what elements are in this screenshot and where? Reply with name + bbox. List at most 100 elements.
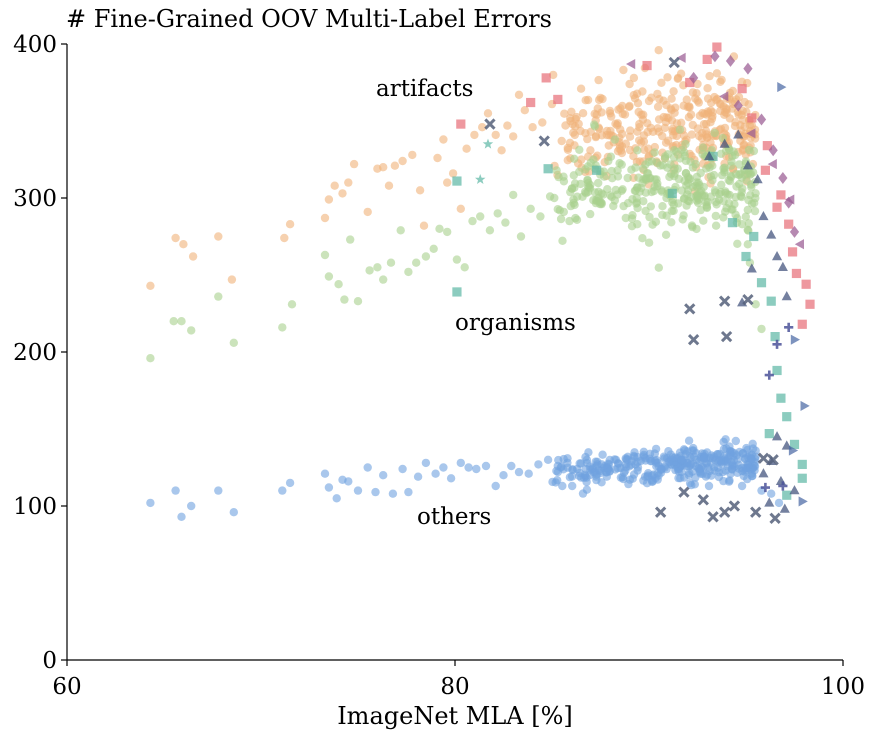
point-others [324,483,334,492]
point-artifacts [320,213,330,223]
point-organisms [711,221,721,230]
point-organisms [452,255,462,264]
point-organisms [735,160,744,169]
point-organisms [429,244,438,253]
triangle-up-marker [719,138,730,148]
point-organisms [667,218,676,227]
point-artifacts [390,161,400,170]
x-marker [718,295,731,307]
point-artifacts [701,126,711,135]
y-tick-label: 400 [13,32,57,58]
point-organisms [746,169,756,178]
point-others [507,461,516,471]
point-others [499,471,508,480]
point-others [719,437,728,447]
point-others [747,454,756,464]
point-artifacts [349,159,359,169]
point-others [686,459,696,469]
square-marker [784,219,794,229]
point-artifacts [567,107,576,117]
point-artifacts [448,169,458,178]
diamond-marker [743,62,753,75]
point-organisms [373,263,382,272]
point-artifacts [398,156,407,166]
point-others [421,458,431,468]
square-marker [766,296,776,306]
point-artifacts [592,110,601,119]
point-others [524,469,533,478]
point-artifacts [509,132,518,141]
point-organisms [716,149,726,158]
point-others [691,473,700,482]
point-others [320,469,330,478]
point-organisms [711,211,720,221]
square-marker [708,151,718,162]
point-others [171,486,180,495]
point-artifacts [653,102,663,112]
square-marker [762,141,772,151]
point-others [613,459,623,468]
point-others [344,477,353,486]
point-artifacts [338,189,347,198]
square-marker [526,97,536,108]
point-others [559,454,568,464]
y-tick-label: 300 [13,186,57,212]
point-artifacts [569,128,578,137]
point-artifacts [629,90,638,100]
point-artifacts [491,130,500,140]
point-organisms [661,230,671,239]
point-others [404,487,413,497]
point-others [567,472,577,481]
point-organisms [681,139,690,149]
point-organisms [559,177,569,186]
point-others [575,459,584,468]
point-organisms [669,200,678,209]
point-organisms [644,157,653,167]
point-organisms [340,295,349,304]
point-others [629,470,639,479]
square-marker [456,119,466,129]
point-organisms [738,184,747,193]
point-others [575,468,584,478]
point-organisms [654,263,663,272]
point-artifacts [470,130,479,140]
x-marker [668,56,680,69]
point-artifacts [591,132,601,141]
point-organisms [585,184,595,193]
point-artifacts [740,122,749,132]
point-organisms [569,198,578,208]
point-others [581,464,590,474]
point-artifacts [693,96,702,105]
point-organisms [571,213,580,223]
point-organisms [386,258,396,267]
point-others [684,436,694,445]
triangle-up-marker [704,150,715,161]
point-organisms [586,158,595,167]
point-organisms [146,354,155,363]
point-others [481,461,491,471]
point-organisms [627,222,637,231]
point-others [597,478,606,487]
point-organisms [570,154,579,163]
point-others [767,489,776,498]
point-organisms [443,227,452,237]
point-artifacts [483,109,493,118]
point-others [568,465,577,474]
point-organisms [730,150,740,160]
point-artifacts [615,144,624,153]
point-organisms [396,226,405,235]
point-artifacts [607,112,616,121]
point-organisms [536,212,545,221]
point-artifacts [673,74,682,84]
point-organisms [658,202,667,211]
triangle-up-marker [771,251,783,261]
triangle-up-marker [758,210,769,221]
square-marker [760,165,770,175]
point-artifacts [408,150,417,160]
triangle-up-marker [789,485,800,495]
triangle-left-marker [767,159,777,170]
x-marker [720,330,733,343]
point-artifacts [594,75,603,85]
point-others [692,449,701,458]
point-organisms [631,163,640,172]
